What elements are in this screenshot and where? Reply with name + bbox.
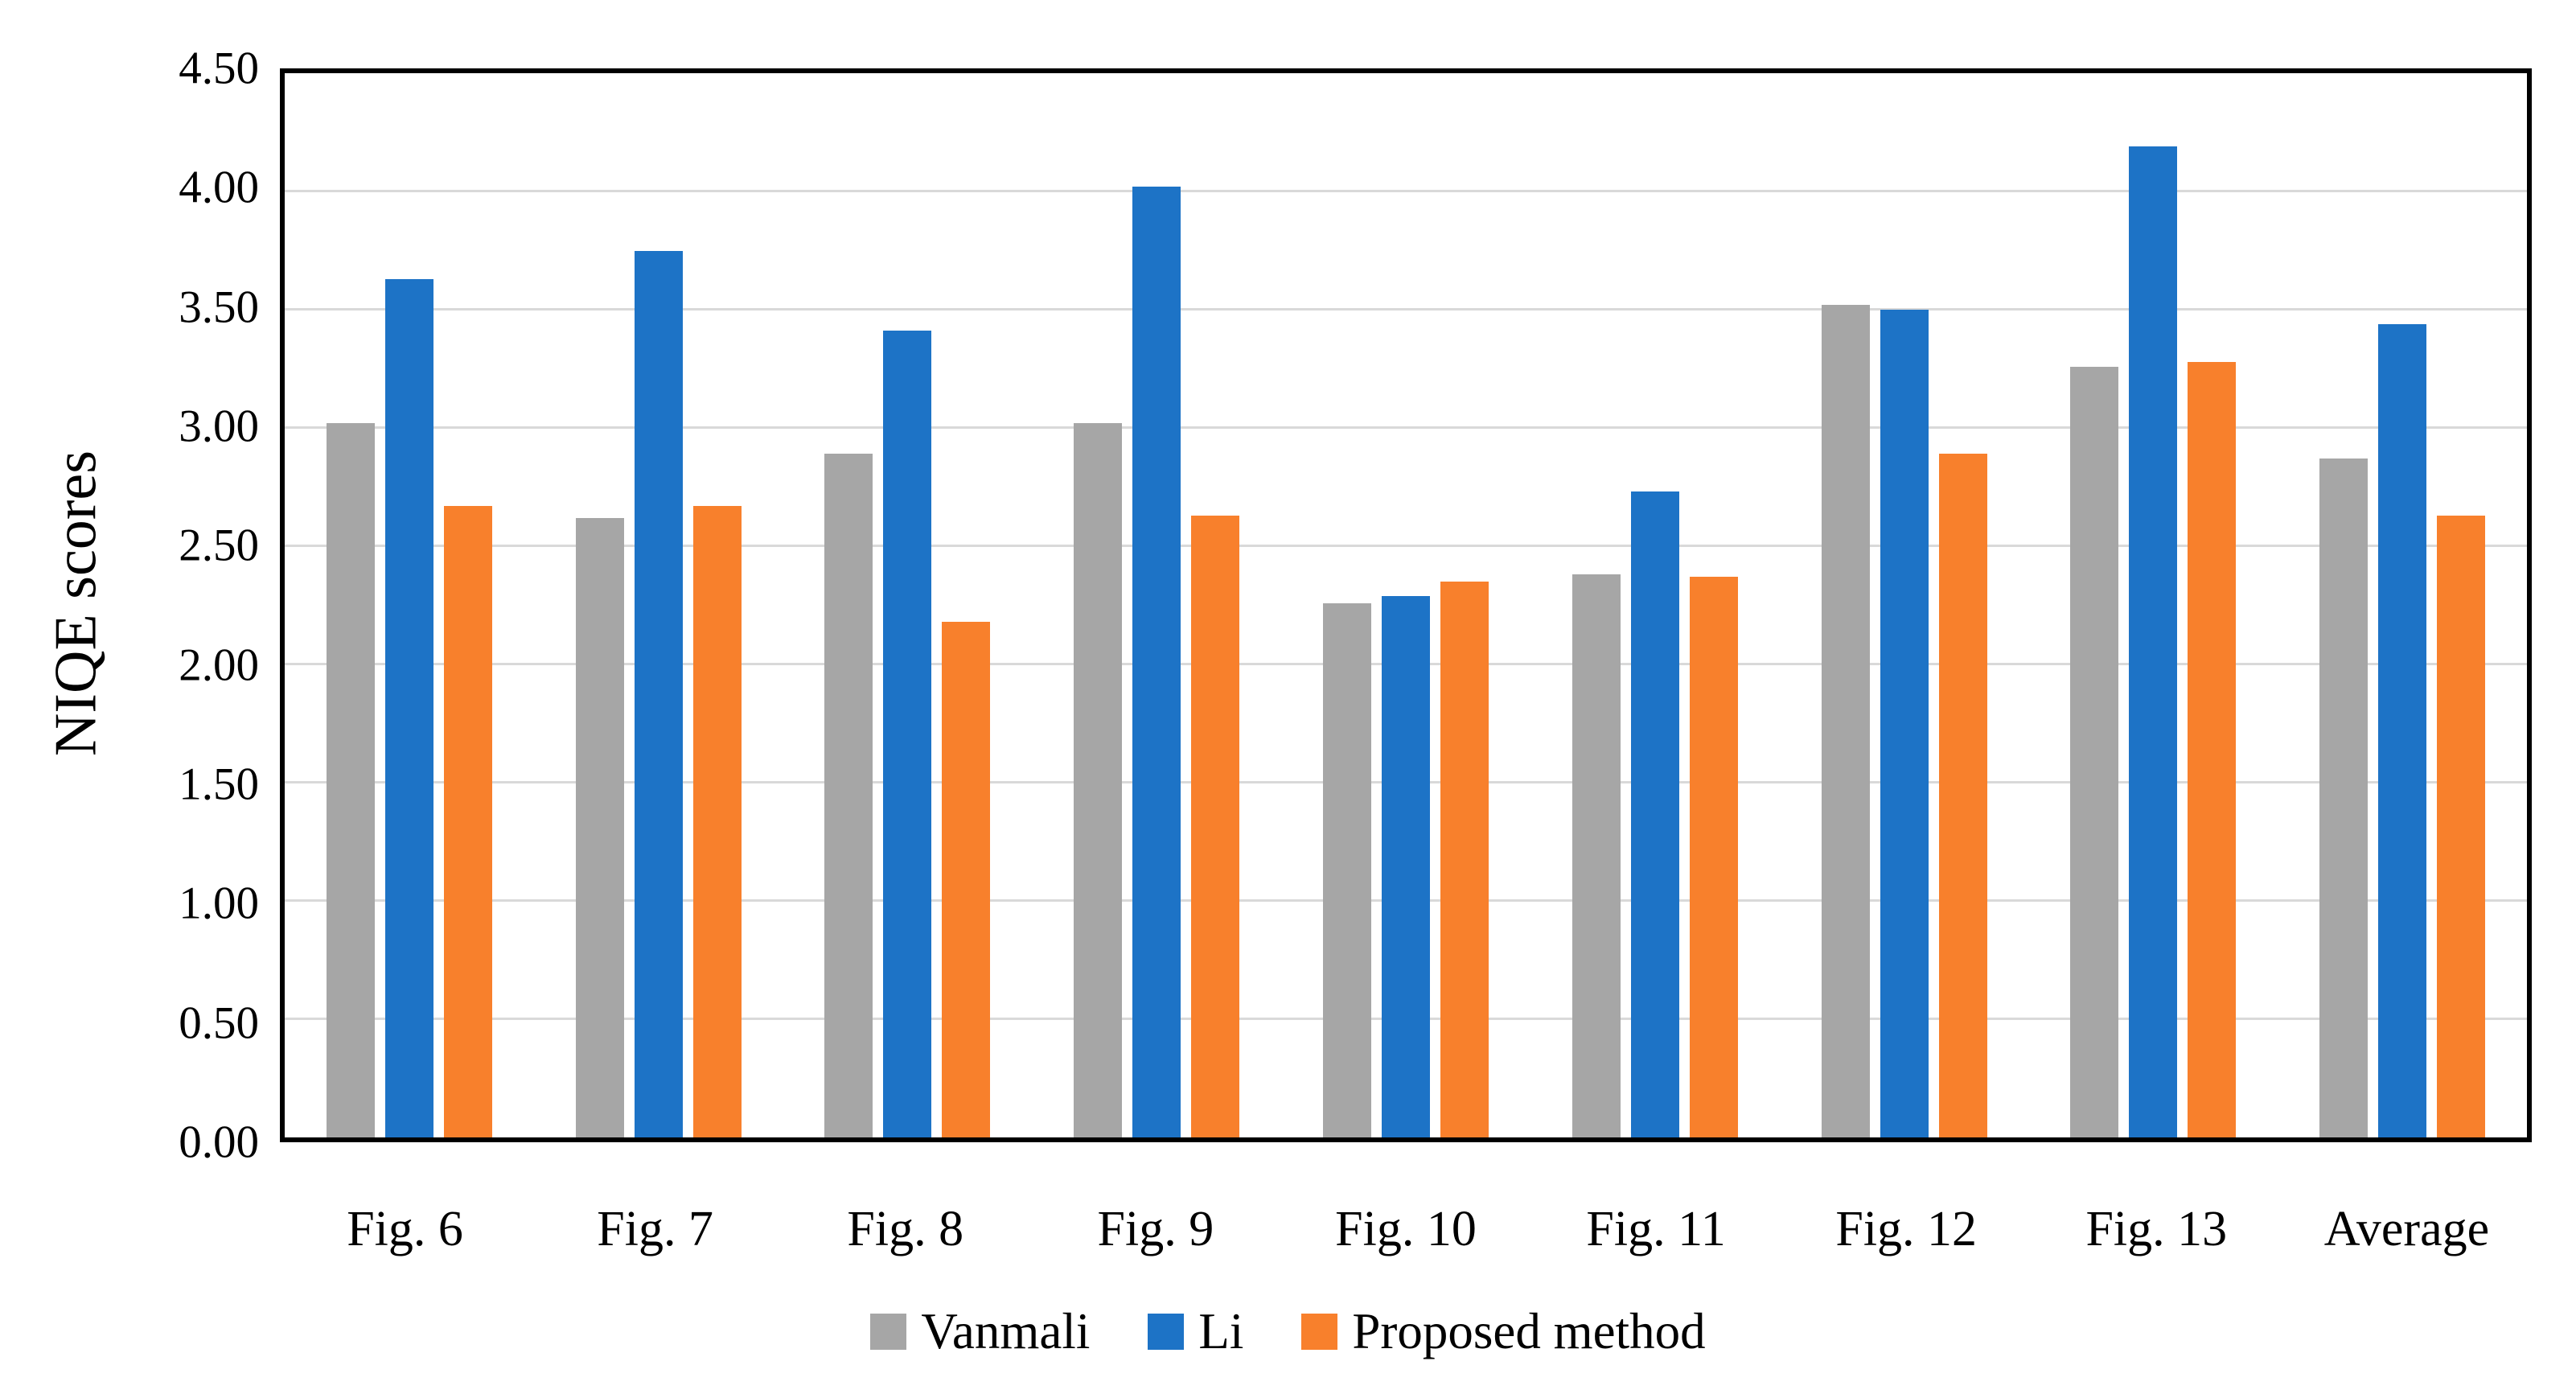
bar-vanmali-fig-8	[824, 454, 873, 1137]
gridline-4.00	[285, 190, 2527, 193]
bar-group-fig-7	[534, 73, 783, 1137]
x-axis-labels: Fig. 6 Fig. 7 Fig. 8 Fig. 9 Fig. 10 Fig. 11 Fi…	[280, 1189, 2532, 1269]
legend-item-proposed-method: Proposed method	[1301, 1302, 1706, 1359]
bar-proposed-method-fig-10	[1440, 582, 1489, 1137]
x-axis-label-fig-12: Fig. 12	[1835, 1202, 1978, 1256]
y-tick-label-4.00: 4.00	[179, 162, 259, 213]
bar-group-fig-8	[783, 73, 1033, 1137]
y-tick-label-0.00: 0.00	[179, 1117, 259, 1168]
bar-vanmali-fig-13	[2070, 366, 2119, 1137]
y-axis-tick-labels: 0.00 0.50 1.00 1.50 2.00 2.50 3.00 3.50 4.00 4.50	[0, 46, 259, 1166]
legend-swatch-li	[1148, 1313, 1185, 1350]
legend-swatch-proposed-method	[1301, 1313, 1338, 1350]
bar-proposed-method-fig-13	[2188, 361, 2237, 1137]
bar-vanmali-fig-7	[575, 517, 624, 1137]
bar-group-fig-10	[1281, 73, 1530, 1137]
bar-li-average	[2378, 323, 2427, 1137]
bar-group-average	[2278, 73, 2527, 1137]
bar-group-fig-13	[2028, 73, 2278, 1137]
x-axis-label-fig-13: Fig. 13	[2085, 1202, 2228, 1256]
bar-proposed-method-fig-8	[942, 622, 991, 1137]
legend-item-li: Li	[1148, 1306, 1243, 1357]
legend-label-li: Li	[1198, 1302, 1244, 1359]
legend-swatch-vanmali	[870, 1313, 907, 1350]
legend-label-proposed-method: Proposed method	[1352, 1302, 1706, 1359]
gridline-3.50	[285, 308, 2527, 310]
bar-li-fig-10	[1381, 595, 1430, 1137]
bar-li-fig-11	[1630, 491, 1679, 1137]
x-axis-label-fig-9: Fig. 9	[1097, 1202, 1214, 1256]
bar-proposed-method-fig-7	[692, 506, 742, 1137]
y-tick-label-1.50: 1.50	[179, 759, 259, 810]
y-tick-label-0.50: 0.50	[179, 997, 259, 1049]
y-tick-label-1.00: 1.00	[179, 878, 259, 929]
bar-li-fig-7	[634, 250, 683, 1137]
bar-li-fig-6	[384, 278, 433, 1137]
x-axis-label-fig-7: Fig. 7	[597, 1202, 714, 1256]
x-axis-label-fig-6: Fig. 6	[347, 1202, 463, 1256]
legend-item-vanmali: Vanmali	[870, 1306, 1090, 1357]
bar-vanmali-fig-10	[1322, 602, 1371, 1137]
bar-proposed-method-fig-9	[1191, 515, 1240, 1137]
bar-li-fig-9	[1132, 187, 1181, 1137]
y-tick-label-2.50: 2.50	[179, 520, 259, 571]
bar-group-fig-11	[1530, 73, 1780, 1137]
x-axis-label-fig-11: Fig. 11	[1586, 1202, 1726, 1256]
bar-proposed-method-fig-11	[1689, 577, 1738, 1137]
x-axis-label-average: Average	[2323, 1202, 2490, 1256]
gridline-2.50	[285, 545, 2527, 547]
bar-vanmali-fig-12	[1821, 305, 1870, 1137]
y-tick-label-2.00: 2.00	[179, 639, 259, 691]
legend-label-vanmali: Vanmali	[921, 1302, 1091, 1359]
y-tick-label-3.00: 3.00	[179, 401, 259, 452]
bar-group-fig-9	[1032, 73, 1281, 1137]
bar-proposed-method-fig-12	[1938, 454, 1987, 1137]
bar-li-fig-8	[883, 331, 932, 1137]
x-axis-label-fig-10: Fig. 10	[1335, 1202, 1477, 1256]
bar-group-fig-6	[285, 73, 534, 1137]
legend: Vanmali Li Proposed method	[0, 1295, 2576, 1367]
bar-vanmali-average	[2319, 459, 2369, 1137]
plot-inner	[285, 73, 2527, 1137]
bar-vanmali-fig-9	[1074, 423, 1123, 1137]
y-tick-label-4.50: 4.50	[179, 43, 259, 94]
bar-proposed-method-fig-6	[443, 506, 492, 1137]
plot-area	[280, 68, 2532, 1142]
bar-vanmali-fig-6	[326, 423, 375, 1137]
y-tick-label-3.50: 3.50	[179, 282, 259, 333]
gridline-3.00	[285, 426, 2527, 430]
bar-li-fig-13	[2129, 146, 2178, 1137]
bar-proposed-method-average	[2437, 515, 2486, 1137]
x-axis-label-fig-8: Fig. 8	[847, 1202, 964, 1256]
bar-li-fig-12	[1880, 310, 1929, 1137]
bar-vanmali-fig-11	[1571, 574, 1621, 1137]
bar-group-fig-12	[1780, 73, 2029, 1137]
